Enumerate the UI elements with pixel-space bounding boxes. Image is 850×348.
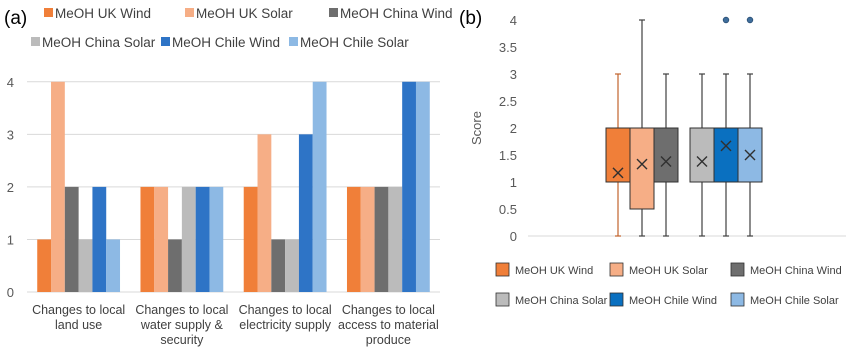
bar-meoh-china-wind-cat4	[374, 186, 389, 292]
y-tick-label: 1	[7, 232, 14, 247]
box-meoh-uk-solar	[629, 127, 655, 210]
outlier-meoh-chile-solar-0	[746, 16, 754, 24]
legend-label-meoh-chile-solar: MeOH Chile Solar	[300, 35, 409, 50]
box-meoh-chile-wind	[713, 127, 739, 183]
legend-label-meoh-china-wind: MeOH China Wind	[750, 265, 842, 277]
legend-swatch-meoh-chile-wind	[161, 37, 170, 46]
bar-meoh-uk-wind-cat4	[346, 186, 361, 292]
bar-meoh-chile-solar-cat3	[312, 81, 327, 292]
x-category-label: Changes to local water supply & security	[135, 303, 228, 347]
bar-meoh-chile-solar-cat2	[209, 186, 224, 292]
mean-marker-meoh-china-wind	[660, 155, 672, 167]
legend-label-meoh-china-wind: MeOH China Wind	[340, 6, 453, 21]
bar-meoh-uk-solar-cat4	[360, 186, 375, 292]
legend-label-meoh-chile-wind: MeOH Chile Wind	[172, 35, 280, 50]
bar-meoh-uk-wind-cat1	[37, 239, 52, 292]
outlier-meoh-chile-wind-0	[722, 16, 730, 24]
box-meoh-china-wind	[653, 127, 679, 183]
y-tick-label: 1	[510, 175, 517, 190]
x-category-label: Changes to local land use	[32, 303, 125, 332]
bar-meoh-chile-wind-cat3	[298, 134, 313, 292]
legend-swatch-meoh-chile-solar	[730, 292, 745, 307]
bar-meoh-uk-solar-cat3	[257, 134, 272, 292]
legend-label-meoh-uk-wind: MeOH UK Wind	[515, 265, 593, 277]
mean-marker-meoh-uk-solar	[636, 158, 648, 170]
panel-a-label: (a)	[4, 8, 27, 29]
x-category-label: Changes to local access to material produc…	[338, 303, 439, 347]
y-tick-label: 0	[7, 285, 14, 300]
y-tick-label: 3.5	[499, 40, 517, 55]
legend-label-meoh-china-solar: MeOH China Solar	[515, 295, 608, 307]
legend-swatch-meoh-uk-solar	[185, 8, 194, 17]
panel-b-box-plot: (b) Score 0 0.5 1 1.5 2 2.5 3 3.5 4 MeOH UK Wind MeO…	[459, 8, 846, 307]
y-tick-label: 2	[510, 121, 517, 136]
legend-swatch-meoh-uk-solar	[609, 262, 624, 277]
y-tick-label: 0	[510, 229, 517, 244]
panel-a-bar-chart: (a) 0 1 2 3 4 MeOH UK Wind MeOH UK Solar MeOH Ch…	[4, 6, 453, 347]
bar-meoh-china-wind-cat1	[64, 186, 79, 292]
y-tick-label: 0.5	[499, 202, 517, 217]
bar-meoh-china-wind-cat2	[168, 239, 182, 292]
bar-meoh-chile-wind-cat1	[92, 186, 107, 292]
bar-meoh-chile-wind-cat2	[195, 186, 210, 292]
legend-swatch-meoh-china-wind	[329, 8, 338, 17]
bar-meoh-china-solar-cat2	[181, 186, 196, 292]
y-tick-label: 3	[510, 67, 517, 82]
bar-meoh-china-solar-cat1	[78, 239, 93, 292]
legend-swatch-meoh-china-solar	[495, 292, 510, 307]
bar-meoh-china-solar-cat3	[285, 239, 299, 292]
mean-marker-meoh-uk-wind	[612, 167, 624, 179]
legend-swatch-meoh-china-solar	[31, 37, 40, 46]
mean-marker-meoh-china-solar	[696, 155, 708, 167]
legend-label-meoh-uk-wind: MeOH UK Wind	[55, 6, 151, 21]
bar-meoh-uk-wind-cat2	[140, 186, 155, 292]
legend-label-meoh-china-solar: MeOH China Solar	[42, 35, 156, 50]
legend-swatch-meoh-uk-wind	[44, 8, 53, 17]
legend-swatch-meoh-chile-solar	[289, 37, 298, 46]
legend-swatch-meoh-uk-wind	[495, 262, 510, 277]
y-tick-label: 2.5	[499, 94, 517, 109]
legend-label-meoh-uk-solar: MeOH UK Solar	[196, 6, 293, 21]
box-meoh-uk-wind	[605, 127, 631, 183]
legend-label-meoh-chile-wind: MeOH Chile Wind	[629, 295, 717, 307]
bar-meoh-china-wind-cat3	[271, 239, 286, 292]
y-axis-title: Score	[469, 111, 484, 145]
x-category-label: Changes to local electricity supply	[239, 303, 332, 332]
mean-marker-meoh-chile-wind	[720, 140, 732, 152]
bar-meoh-uk-solar-cat2	[154, 186, 169, 292]
bar-meoh-uk-wind-cat3	[243, 186, 258, 292]
y-tick-label: 4	[510, 13, 517, 28]
panel-b-label: (b)	[459, 8, 482, 29]
legend-label-meoh-chile-solar: MeOH Chile Solar	[750, 295, 839, 307]
y-tick-label: 1.5	[499, 148, 517, 163]
legend-swatch-meoh-china-wind	[730, 262, 745, 277]
bar-meoh-uk-solar-cat1	[51, 81, 65, 292]
y-tick-label: 4	[7, 75, 14, 90]
bar-meoh-chile-solar-cat4	[415, 81, 430, 292]
bar-meoh-china-solar-cat4	[388, 186, 403, 292]
y-tick-label: 3	[7, 127, 14, 142]
y-tick-label: 2	[7, 180, 14, 195]
mean-marker-meoh-chile-solar	[744, 149, 756, 161]
box-meoh-china-solar	[689, 127, 715, 183]
bar-meoh-chile-solar-cat1	[106, 239, 121, 292]
legend-label-meoh-uk-solar: MeOH UK Solar	[629, 265, 708, 277]
legend-swatch-meoh-chile-wind	[609, 292, 624, 307]
bar-meoh-chile-wind-cat4	[402, 81, 416, 292]
